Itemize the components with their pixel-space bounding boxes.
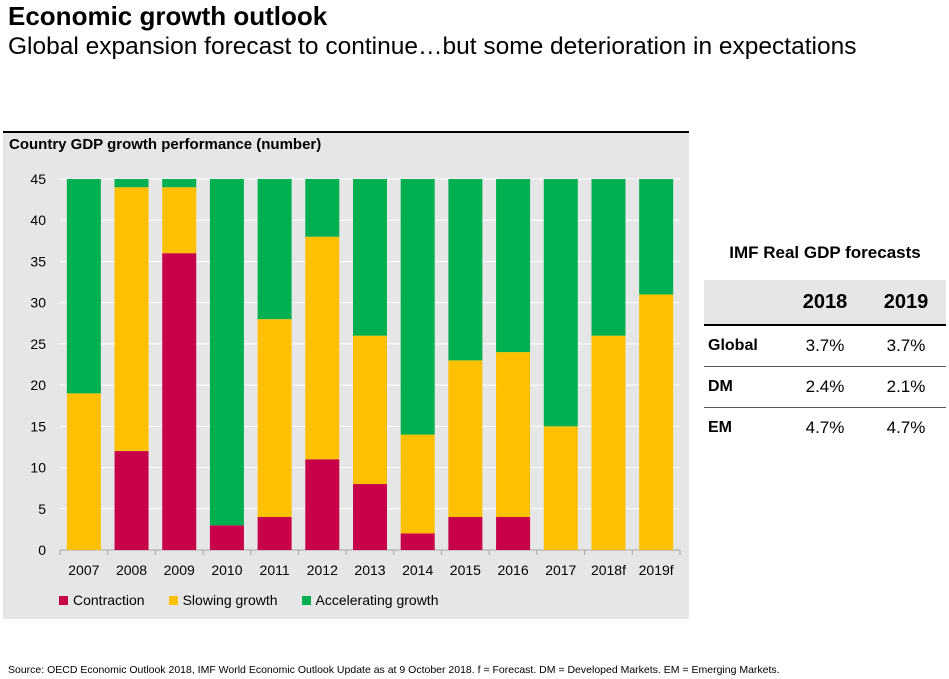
y-tick-label: 0 <box>38 542 46 558</box>
bar-segment <box>162 187 197 254</box>
bar-segment <box>400 533 435 550</box>
x-tick-label: 2017 <box>545 562 576 578</box>
bar-segment <box>66 179 101 394</box>
imf-value-2018: 2.4% <box>805 377 845 396</box>
x-tick-label: 2013 <box>354 562 385 578</box>
legend-label-slowing-growth: Slowing growth <box>182 592 278 608</box>
x-tick-label: 2019f <box>639 562 674 578</box>
bar-segment <box>448 179 483 361</box>
bar-segment <box>114 179 149 188</box>
bar-segment <box>209 179 244 526</box>
y-tick-label: 30 <box>30 295 46 311</box>
y-tick-label: 40 <box>30 212 46 228</box>
bar-segment <box>209 525 244 550</box>
x-tick-label: 2011 <box>260 562 290 578</box>
chart-legend: Contraction Slowing growth Accelerating … <box>59 590 462 610</box>
x-tick-label: 2009 <box>164 562 195 578</box>
bar-segment <box>543 179 578 427</box>
bar-segment <box>305 179 340 237</box>
legend-item-slowing-growth: Slowing growth <box>168 592 278 608</box>
bar-segment <box>305 236 340 460</box>
x-tick-label: 2012 <box>307 562 338 578</box>
bar-segment <box>114 451 149 550</box>
x-tick-label: 2014 <box>402 562 433 578</box>
imf-value-2018: 3.7% <box>805 336 845 355</box>
legend-swatch-slowing-growth <box>168 595 178 605</box>
legend-item-contraction: Contraction <box>59 592 145 608</box>
legend-swatch-contraction <box>59 595 68 605</box>
x-tick-label: 2015 <box>450 562 481 578</box>
bar-segment <box>305 459 340 550</box>
bar-segment <box>353 484 387 550</box>
legend-swatch-accelerating-growth <box>301 595 311 605</box>
chart-title: Country GDP growth performance (number) <box>3 131 689 159</box>
bar-segment <box>591 335 626 550</box>
bar-segment <box>162 253 197 550</box>
y-tick-label: 35 <box>30 253 46 269</box>
bar-segment <box>639 179 674 295</box>
x-tick-label: 2007 <box>68 562 99 578</box>
bar-segment <box>114 187 149 452</box>
imf-row-label: DM <box>708 378 733 395</box>
imf-value-2019: 3.7% <box>886 336 926 355</box>
legend-item-accelerating-growth: Accelerating growth <box>301 592 439 608</box>
imf-row-global: Global 3.7% 3.7% <box>704 326 946 367</box>
bar-segment <box>448 517 483 550</box>
bar-segment <box>353 335 387 485</box>
imf-header-2018: 2018 <box>802 290 848 313</box>
bar-segment <box>257 179 292 320</box>
y-tick-label: 15 <box>30 418 46 434</box>
bar-segment <box>400 179 435 435</box>
y-tick-label: 25 <box>30 336 46 352</box>
x-tick-label: 2008 <box>116 562 147 578</box>
source-note: Source: OECD Economic Outlook 2018, IMF … <box>8 664 780 676</box>
bar-segment <box>66 393 101 550</box>
bar-segment <box>353 179 387 336</box>
y-tick-label: 5 <box>38 501 46 517</box>
imf-value-2018: 4.7% <box>805 418 845 437</box>
imf-row-label: Global <box>708 337 758 354</box>
legend-label-accelerating-growth: Accelerating growth <box>315 592 439 608</box>
x-tick-label: 2010 <box>211 562 242 578</box>
y-tick-label: 10 <box>30 460 46 476</box>
bar-segment <box>496 517 531 550</box>
bar-segment <box>448 360 483 518</box>
bar-segment <box>496 179 531 353</box>
x-tick-label: 2016 <box>497 562 528 578</box>
bar-segment <box>543 426 578 550</box>
bar-segment <box>496 352 531 518</box>
imf-value-2019: 4.7% <box>886 418 926 437</box>
imf-table-title: IMF Real GDP forecasts <box>729 243 921 262</box>
page-subtitle: Global expansion forecast to continue…bu… <box>8 33 857 60</box>
bar-segment <box>162 179 197 188</box>
imf-row-dm: DM 2.4% 2.1% <box>704 367 946 408</box>
bar-segment <box>257 517 292 550</box>
imf-header-2019: 2019 <box>883 290 929 313</box>
imf-forecast-table: 2018 2019 Global 3.7% 3.7% DM 2.4% 2.1% … <box>704 280 946 448</box>
imf-row-em: EM 4.7% 4.7% <box>704 408 946 448</box>
y-tick-label: 20 <box>30 377 46 393</box>
bar-segment <box>257 319 292 518</box>
bar-segment <box>639 294 674 550</box>
imf-table-header-row: 2018 2019 <box>704 280 946 326</box>
imf-value-2019: 2.1% <box>886 377 926 396</box>
x-tick-label: 2018f <box>591 562 626 578</box>
legend-label-contraction: Contraction <box>73 592 145 608</box>
y-tick-label: 45 <box>30 171 46 187</box>
imf-row-label: EM <box>708 419 732 436</box>
bar-segment <box>400 434 435 534</box>
gdp-stacked-bar-chart: 0 5 10 15 20 25 30 35 40 45 2007 2008 2009 2010 2011 20… <box>30 171 681 578</box>
gdp-chart-panel: 0 5 10 15 20 25 30 35 40 45 2007 2008 2009 2010 2011 20… <box>3 131 689 619</box>
page-title: Economic growth outlook <box>8 1 328 31</box>
bar-segment <box>591 179 626 336</box>
